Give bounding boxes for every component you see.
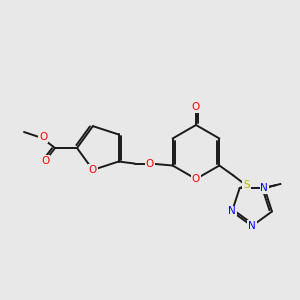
Text: N: N [260,183,268,193]
Text: O: O [41,156,49,166]
Text: O: O [192,174,200,184]
Text: N: N [228,206,236,217]
Text: S: S [243,181,250,190]
Text: O: O [192,102,200,112]
Text: O: O [146,158,154,169]
Text: O: O [39,132,47,142]
Text: O: O [89,165,97,175]
Text: N: N [248,221,256,231]
